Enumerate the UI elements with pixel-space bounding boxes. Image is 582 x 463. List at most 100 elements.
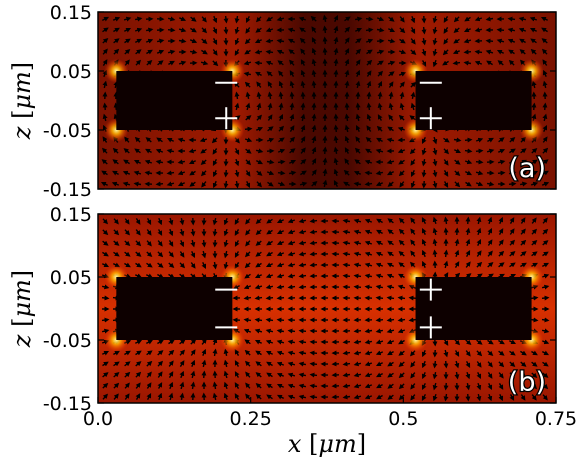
field-arrow bbox=[375, 284, 384, 290]
field-arrow bbox=[102, 240, 109, 246]
field-arrow bbox=[344, 80, 350, 89]
field-arrow bbox=[520, 251, 527, 257]
plus-sign bbox=[419, 107, 442, 130]
field-arrow bbox=[508, 273, 517, 279]
field-arrow bbox=[309, 350, 318, 356]
field-arrow bbox=[509, 148, 516, 154]
field-arrow bbox=[144, 159, 153, 165]
field-arrow bbox=[278, 137, 285, 143]
field-arrow bbox=[530, 48, 537, 55]
field-arrow bbox=[509, 262, 516, 268]
field-arrow bbox=[354, 16, 363, 22]
field-arrow bbox=[212, 217, 218, 226]
field-arrow bbox=[376, 125, 383, 132]
field-arrow bbox=[475, 181, 484, 187]
field-arrow bbox=[355, 38, 362, 44]
field-arrow bbox=[123, 27, 132, 33]
field-arrow bbox=[265, 295, 274, 301]
field-arrow bbox=[102, 218, 109, 225]
field-arrow bbox=[509, 217, 515, 224]
field-arrow bbox=[113, 382, 120, 389]
field-arrow bbox=[102, 382, 109, 389]
panel-a-label: (a) bbox=[508, 153, 546, 184]
field-arrow bbox=[179, 16, 187, 22]
field-arrow bbox=[432, 136, 438, 145]
field-arrow bbox=[167, 27, 176, 33]
field-arrow bbox=[443, 38, 449, 45]
field-arrow bbox=[474, 16, 483, 22]
field-arrow bbox=[364, 394, 373, 400]
field-arrow bbox=[244, 137, 253, 143]
field-arrow bbox=[354, 27, 363, 33]
field-arrow bbox=[134, 136, 141, 143]
field-arrow bbox=[278, 102, 284, 111]
field-arrow bbox=[476, 371, 482, 380]
field-arrow bbox=[124, 262, 131, 268]
field-arrow bbox=[201, 250, 207, 259]
field-arrow bbox=[377, 60, 384, 66]
field-arrow bbox=[289, 113, 295, 122]
field-arrow bbox=[542, 372, 549, 378]
field-arrow bbox=[454, 339, 461, 346]
field-arrow bbox=[157, 217, 163, 226]
field-arrow bbox=[245, 170, 251, 177]
field-arrow bbox=[354, 159, 361, 165]
nanorod-2 bbox=[415, 277, 532, 340]
field-arrow bbox=[498, 262, 505, 268]
field-arrow bbox=[168, 381, 174, 390]
field-arrow bbox=[124, 48, 131, 55]
field-arrow bbox=[498, 228, 504, 235]
field-arrow bbox=[276, 372, 284, 378]
field-arrow bbox=[421, 372, 427, 380]
field-arrow bbox=[443, 181, 449, 188]
field-arrow bbox=[386, 262, 395, 268]
field-arrow bbox=[234, 37, 240, 46]
field-arrow bbox=[145, 339, 154, 345]
field-arrow bbox=[410, 394, 416, 401]
field-arrow bbox=[101, 295, 110, 301]
field-arrow bbox=[276, 295, 285, 301]
field-arrow bbox=[135, 361, 142, 367]
field-arrow bbox=[289, 148, 296, 154]
field-arrow bbox=[454, 261, 460, 268]
field-arrow bbox=[432, 360, 438, 369]
field-arrow bbox=[266, 218, 273, 224]
field-arrow bbox=[245, 393, 251, 400]
field-arrow bbox=[223, 261, 229, 270]
field-arrow bbox=[276, 273, 285, 279]
field-arrow bbox=[365, 148, 372, 154]
field-arrow bbox=[311, 58, 317, 67]
field-arrow bbox=[234, 15, 240, 24]
field-arrow bbox=[266, 71, 273, 77]
field-arrow bbox=[134, 16, 143, 22]
panel-a-frame bbox=[97, 11, 557, 190]
field-arrow bbox=[278, 80, 284, 89]
field-arrow bbox=[255, 27, 262, 33]
field-arrow bbox=[311, 135, 317, 144]
field-arrow bbox=[355, 136, 361, 143]
field-arrow bbox=[287, 38, 296, 44]
field-arrow bbox=[421, 360, 427, 369]
field-arrow bbox=[452, 60, 461, 66]
field-arrow bbox=[124, 382, 130, 389]
field-arrow bbox=[266, 361, 273, 367]
field-arrow bbox=[135, 382, 141, 389]
y-tick-label: -0.15 bbox=[43, 179, 92, 201]
field-arrow bbox=[463, 38, 472, 44]
field-arrow bbox=[123, 159, 130, 165]
field-arrow bbox=[377, 80, 383, 89]
field-arrow bbox=[254, 284, 263, 290]
field-arrow bbox=[520, 350, 527, 356]
field-arrow bbox=[300, 80, 306, 89]
field-arrow bbox=[309, 383, 318, 389]
field-arrow bbox=[309, 240, 318, 246]
field-arrow bbox=[267, 91, 273, 100]
field-arrow bbox=[464, 137, 473, 143]
field-arrow bbox=[245, 240, 251, 247]
field-arrow bbox=[388, 81, 394, 88]
field-arrow bbox=[101, 170, 108, 176]
y-tick-label: 0.15 bbox=[50, 2, 92, 24]
field-arrow bbox=[333, 25, 339, 34]
field-arrow bbox=[432, 48, 438, 57]
field-arrow bbox=[146, 350, 153, 356]
